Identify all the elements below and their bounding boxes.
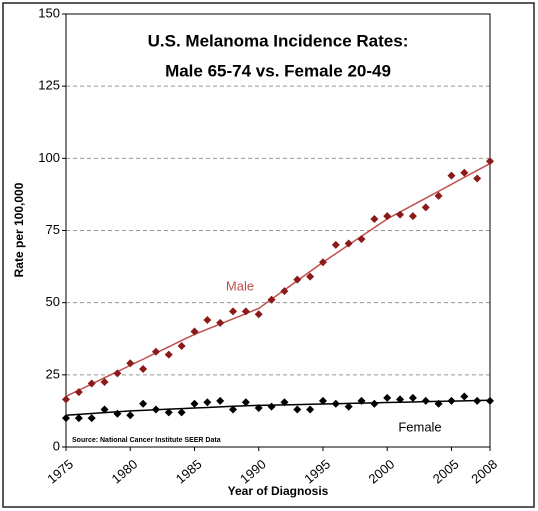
data-point xyxy=(203,315,212,324)
data-point xyxy=(408,393,417,402)
data-point xyxy=(293,405,302,414)
data-point xyxy=(74,414,83,423)
data-point xyxy=(473,174,482,183)
data-point xyxy=(434,399,443,408)
data-point xyxy=(113,409,122,418)
series-label: Male xyxy=(226,278,254,293)
data-point xyxy=(344,239,353,248)
data-point xyxy=(62,395,70,404)
trend-line xyxy=(65,399,491,416)
y-tick-label: 50 xyxy=(46,294,60,309)
data-point xyxy=(421,203,430,212)
data-point xyxy=(434,191,443,200)
data-point xyxy=(280,287,289,296)
data-point xyxy=(383,393,392,402)
y-tick-label: 100 xyxy=(38,150,60,165)
data-point xyxy=(177,408,186,417)
source-note: Source: National Cancer Institute SEER D… xyxy=(72,437,221,444)
data-point xyxy=(229,405,238,414)
data-point xyxy=(357,396,366,405)
x-axis-label: Year of Diagnosis xyxy=(228,484,329,498)
data-point xyxy=(306,405,315,414)
data-point xyxy=(306,272,315,281)
data-point xyxy=(357,235,366,244)
data-point xyxy=(254,310,263,319)
y-axis-label: Rate per 100,000 xyxy=(12,182,26,277)
y-tick-label: 150 xyxy=(38,5,60,20)
data-point xyxy=(151,405,160,414)
data-point xyxy=(216,396,225,405)
series-label: Female xyxy=(398,419,441,434)
data-point xyxy=(473,396,482,405)
data-point xyxy=(229,307,238,316)
data-point xyxy=(177,341,186,350)
data-point xyxy=(460,392,469,401)
data-point xyxy=(370,399,379,408)
data-point xyxy=(151,347,160,356)
data-point xyxy=(293,275,302,284)
y-tick-label: 0 xyxy=(53,438,60,453)
data-point xyxy=(113,369,122,378)
data-point xyxy=(100,405,109,414)
data-point xyxy=(331,399,340,408)
data-point xyxy=(280,398,289,407)
data-point xyxy=(139,399,148,408)
data-point xyxy=(74,388,83,397)
chart-subtitle: Male 65-74 vs. Female 20-49 xyxy=(165,61,391,80)
plot-area xyxy=(65,13,491,448)
data-point xyxy=(344,402,353,411)
data-point xyxy=(100,378,109,387)
trend-line xyxy=(65,162,491,398)
data-point xyxy=(267,295,276,304)
data-point xyxy=(139,365,148,374)
data-point xyxy=(190,327,199,336)
data-point xyxy=(87,414,96,423)
data-point xyxy=(396,395,405,404)
data-point xyxy=(190,399,199,408)
data-point xyxy=(331,240,340,249)
data-point xyxy=(164,408,173,417)
data-point xyxy=(254,404,263,413)
data-point xyxy=(318,396,327,405)
data-point xyxy=(396,210,405,219)
data-point xyxy=(486,396,494,405)
data-point xyxy=(447,171,456,180)
data-point xyxy=(126,411,135,420)
data-point xyxy=(241,307,250,316)
data-point xyxy=(486,157,494,166)
y-tick-label: 125 xyxy=(38,78,60,93)
data-point xyxy=(203,398,212,407)
data-point xyxy=(383,212,392,221)
data-point xyxy=(318,258,327,267)
data-point xyxy=(126,359,135,368)
data-point xyxy=(164,350,173,359)
chart-title: U.S. Melanoma Incidence Rates: xyxy=(148,31,409,50)
data-point xyxy=(370,214,379,223)
y-tick-label: 75 xyxy=(46,222,60,237)
y-tick-label: 25 xyxy=(46,366,60,381)
data-point xyxy=(216,318,225,327)
data-point xyxy=(408,212,417,221)
data-point xyxy=(421,396,430,405)
data-point xyxy=(267,402,276,411)
data-point xyxy=(460,168,469,177)
data-point xyxy=(447,396,456,405)
data-point xyxy=(87,379,96,388)
data-point xyxy=(62,414,70,423)
data-point xyxy=(241,398,250,407)
